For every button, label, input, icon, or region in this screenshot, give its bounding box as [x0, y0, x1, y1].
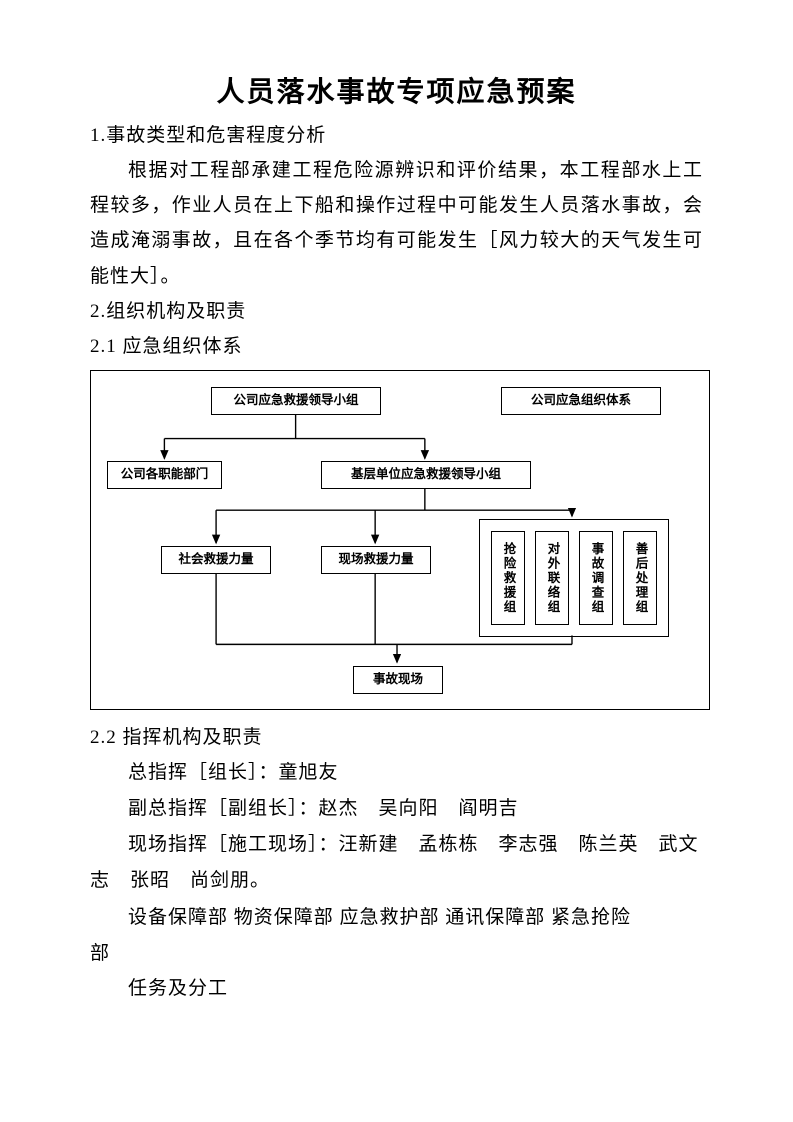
node-v4-label: 善后处理组	[633, 542, 648, 615]
org-flowchart: 公司应急救援领导小组 公司应急组织体系 公司各职能部门 基层单位应急救援领导小组…	[90, 370, 710, 710]
node-v2: 对外联络组	[535, 531, 569, 625]
node-v3: 事故调查组	[579, 531, 613, 625]
node-v4: 善后处理组	[623, 531, 657, 625]
node-site-force: 现场救援力量	[321, 546, 431, 574]
section1-body: 根据对工程部承建工程危险源辨识和评价结果，本工程部水上工程较多，作业人员在上下船…	[90, 153, 703, 294]
section1-heading: 1.事故类型和危害程度分析	[90, 118, 703, 153]
node-top-system: 公司应急组织体系	[501, 387, 661, 415]
node-base-unit: 基层单位应急救援领导小组	[321, 461, 531, 489]
node-v1: 抢险救援组	[491, 531, 525, 625]
node-scene: 事故现场	[353, 666, 443, 694]
node-top-leader: 公司应急救援领导小组	[211, 387, 381, 415]
node-v3-label: 事故调查组	[589, 542, 604, 615]
role-hanging: 部	[90, 936, 703, 971]
role-line-0: 总指挥［组长］：童旭友	[90, 755, 703, 791]
section2-heading: 2.组织机构及职责	[90, 294, 703, 329]
section22-heading: 2.2 指挥机构及职责	[90, 720, 703, 755]
node-social: 社会救援力量	[161, 546, 271, 574]
role-line-2: 现场指挥［施工现场］：汪新建 孟栋栋 李志强 陈兰英 武文志 张昭 尚剑朋。	[90, 827, 703, 899]
role-line-4: 任务及分工	[90, 971, 703, 1007]
role-line-1: 副总指挥［副组长］：赵杰 吴向阳 阎明吉	[90, 791, 703, 827]
node-v2-label: 对外联络组	[545, 542, 560, 615]
node-v1-label: 抢险救援组	[501, 542, 516, 615]
role-line-3: 设备保障部 物资保障部 应急救护部 通讯保障部 紧急抢险	[90, 900, 703, 936]
node-dept: 公司各职能部门	[107, 461, 222, 489]
section2-sub1: 2.1 应急组织体系	[90, 329, 703, 364]
page-title: 人员落水事故专项应急预案	[90, 70, 703, 110]
